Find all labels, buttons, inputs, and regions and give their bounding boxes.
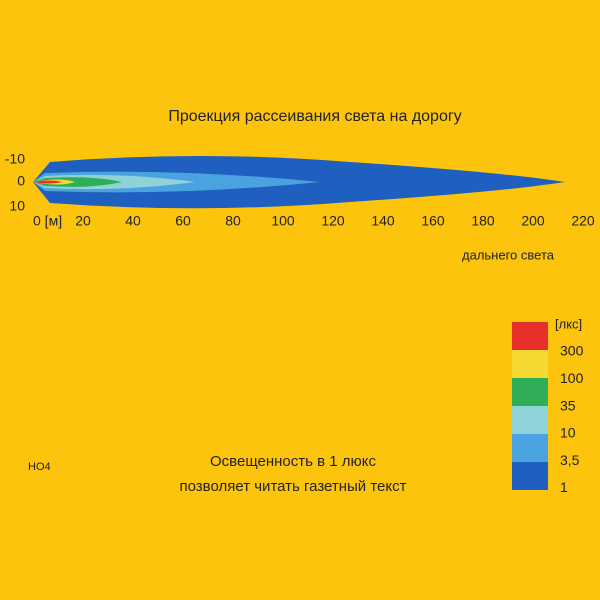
legend-label: 100	[560, 370, 584, 386]
swatch	[512, 322, 548, 350]
code: НО4	[28, 461, 51, 473]
swatch	[512, 350, 548, 378]
y-tick-label: 10	[9, 198, 25, 214]
beam	[33, 156, 565, 209]
x-tick-label: 0 [м]	[33, 213, 62, 229]
x-tick-label: 60	[175, 213, 191, 229]
x-tick-label: 100	[271, 213, 295, 229]
swatch	[512, 462, 548, 490]
legend-label: 300	[560, 343, 584, 359]
caption-line: Освещенность в 1 люкс	[210, 453, 376, 470]
beam-label: дальнего света	[462, 247, 555, 262]
x-tick-label: 140	[371, 213, 395, 229]
swatch	[512, 378, 548, 406]
swatch	[512, 434, 548, 462]
x-tick-label: 160	[421, 213, 445, 229]
zone-300	[33, 180, 62, 184]
title: Проекция рассеивания света на дорогу	[168, 108, 461, 125]
x-tick-label: 200	[521, 213, 545, 229]
legend-label: 35	[560, 397, 576, 413]
legend-label: 1	[560, 479, 568, 495]
caption-line: позволяет читать газетный текст	[180, 478, 407, 495]
y-tick-label: -10	[5, 151, 25, 167]
x-tick-label: 20	[75, 213, 91, 229]
x-tick-label: 220	[571, 213, 595, 229]
y-tick-label: 0	[17, 173, 25, 189]
legend-swatches	[512, 322, 548, 490]
x-tick-label: 120	[321, 213, 345, 229]
legend-label: 10	[560, 425, 576, 441]
x-tick-label: 40	[125, 213, 141, 229]
x-tick-label: 80	[225, 213, 241, 229]
legend-unit: [лкс]	[555, 316, 582, 331]
swatch	[512, 406, 548, 434]
x-tick-label: 180	[471, 213, 495, 229]
legend-label: 3,5	[560, 452, 580, 468]
